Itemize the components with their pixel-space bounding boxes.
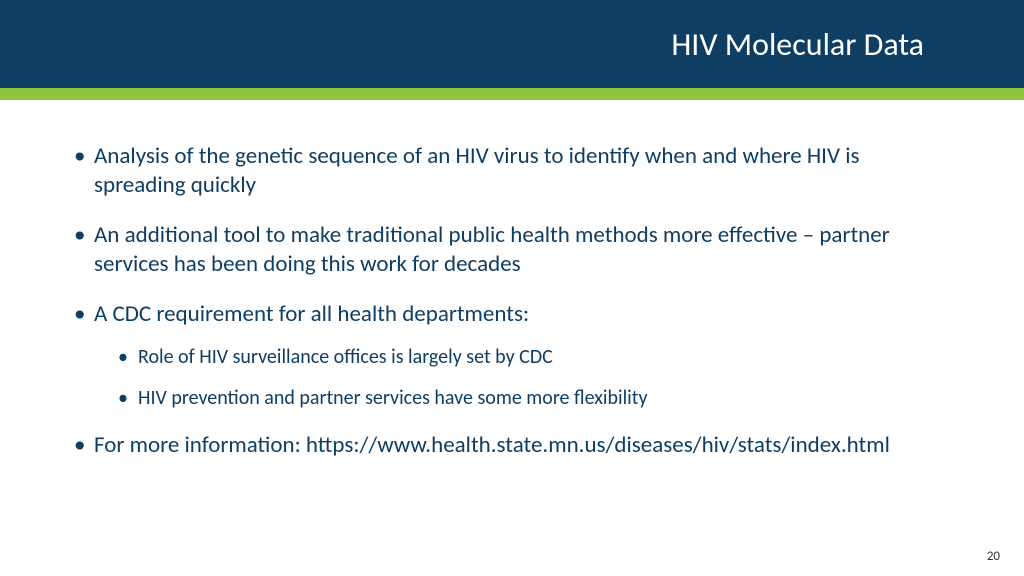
- page-number: 20: [987, 549, 1000, 564]
- bullet-text: For more information: https://www.health…: [94, 431, 890, 459]
- slide-header: HIV Molecular Data: [0, 0, 1024, 88]
- bullet-list: Analysis of the genetic sequence of an H…: [70, 142, 954, 461]
- bullet-text: A CDC requirement for all health departm…: [94, 300, 529, 328]
- slide-content: Analysis of the genetic sequence of an H…: [0, 100, 1024, 461]
- bullet-item: Analysis of the genetic sequence of an H…: [70, 142, 954, 201]
- sub-bullet-text: Role of HIV surveillance offices is larg…: [138, 345, 553, 369]
- sub-bullet-text: HIV prevention and partner services have…: [138, 386, 648, 410]
- accent-bar: [0, 88, 1024, 100]
- slide: HIV Molecular Data Analysis of the genet…: [0, 0, 1024, 576]
- bullet-item: An additional tool to make traditional p…: [70, 221, 954, 280]
- sub-bullet-list: Role of HIV surveillance offices is larg…: [94, 345, 954, 411]
- bullet-item: A CDC requirement for all health departm…: [70, 300, 954, 411]
- sub-bullet-item: HIV prevention and partner services have…: [114, 386, 954, 411]
- slide-title: HIV Molecular Data: [671, 25, 924, 64]
- bullet-text: An additional tool to make traditional p…: [94, 221, 890, 278]
- bullet-text: Analysis of the genetic sequence of an H…: [94, 142, 860, 199]
- sub-bullet-item: Role of HIV surveillance offices is larg…: [114, 345, 954, 370]
- bullet-item: For more information: https://www.health…: [70, 431, 954, 460]
